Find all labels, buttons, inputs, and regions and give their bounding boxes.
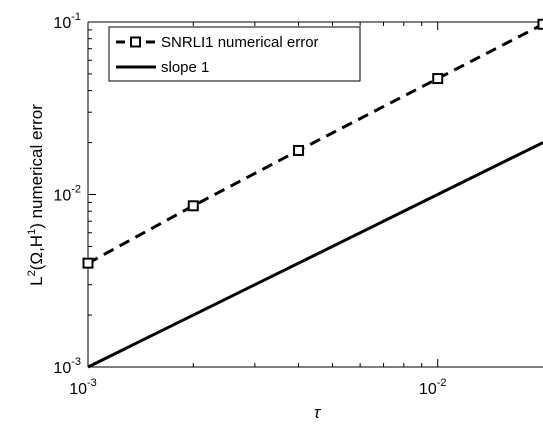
series-layer xyxy=(82,18,543,369)
y-tick-label-2: 10-1 xyxy=(53,11,81,32)
legend-box xyxy=(108,26,361,82)
y-tick-label-1: 10-2 xyxy=(53,184,81,205)
legend-marker-series-0 xyxy=(130,36,141,48)
y-axis-label-part: L xyxy=(27,276,46,285)
y-axis-label-part: (Ω,H xyxy=(27,235,46,270)
y-tick-label-0: 10-3 xyxy=(53,356,81,377)
y-axis-label: L2(Ω,H1) numerical error xyxy=(26,104,46,286)
x-tick-label-1: 10-2 xyxy=(419,377,447,398)
data-point-series-0 xyxy=(432,73,444,85)
data-point-series-0 xyxy=(293,144,305,156)
y-axis-label-part: ) numerical error xyxy=(27,104,46,229)
data-point-series-0 xyxy=(537,18,543,30)
legend-label-series-1: slope 1 xyxy=(161,59,209,76)
y-axis-label-part: 1 xyxy=(26,229,38,235)
x-tick-label-0: 10-3 xyxy=(69,377,97,398)
y-axis-label-part: 2 xyxy=(26,270,38,276)
legend: SNRLI1 numerical error slope 1 xyxy=(108,26,361,82)
data-point-series-0 xyxy=(187,200,199,212)
ticks-layer: 10-3 10-2 10-3 10-2 10-1 xyxy=(53,11,446,398)
x-axis-label: τ xyxy=(314,403,322,422)
data-point-series-0 xyxy=(82,257,94,269)
legend-label-series-0: SNRLI1 numerical error xyxy=(161,34,319,51)
series-line-1 xyxy=(87,141,543,369)
